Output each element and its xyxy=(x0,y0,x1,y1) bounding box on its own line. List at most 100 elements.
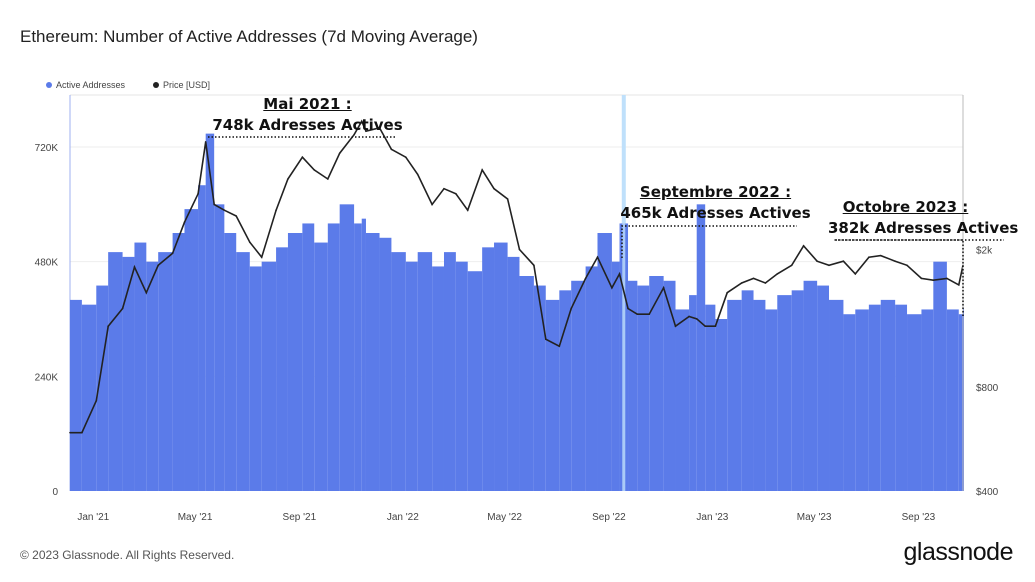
price-point xyxy=(790,264,793,267)
legend-label: Price [USD] xyxy=(163,80,211,90)
price-point xyxy=(584,277,587,280)
price-point xyxy=(704,325,706,327)
active-addresses-bar xyxy=(314,242,328,491)
price-point xyxy=(894,260,896,263)
price-point xyxy=(854,273,857,275)
price-point xyxy=(455,192,457,195)
active-addresses-bar xyxy=(443,252,456,491)
price-point xyxy=(365,130,367,133)
price-point xyxy=(171,252,174,255)
price-point xyxy=(764,282,767,284)
x-tick-label: May '21 xyxy=(178,512,213,523)
active-addresses-bar xyxy=(108,252,123,491)
annotation-leader xyxy=(834,239,1004,316)
price-point xyxy=(957,284,960,286)
y-left-tick-label: 240K xyxy=(35,372,59,383)
annotation-title: Mai 2021 : xyxy=(263,95,352,113)
price-point xyxy=(558,345,561,347)
active-addresses-bar xyxy=(405,261,418,491)
active-addresses-bar xyxy=(134,242,147,491)
active-addresses-bar xyxy=(276,247,288,491)
annotation-value: 465k Adresses Actives xyxy=(620,204,811,222)
x-tick-label: Jan '23 xyxy=(696,512,728,523)
annotation-sep-2022: Septembre 2022 : 465k Adresses Actives xyxy=(618,183,813,222)
x-tick-label: Jan '21 xyxy=(77,512,109,523)
price-point xyxy=(353,133,355,136)
price-point xyxy=(636,313,639,315)
active-addresses-bar xyxy=(907,314,922,491)
price-point xyxy=(618,273,621,275)
active-addresses-bar xyxy=(198,185,206,491)
price-point xyxy=(570,307,572,310)
active-addresses-bar xyxy=(455,261,468,491)
x-tick-label: May '23 xyxy=(797,512,832,523)
chart-title: Ethereum: Number of Active Addresses (7d… xyxy=(20,27,478,46)
active-addresses-bar xyxy=(482,247,495,491)
price-point xyxy=(662,286,665,289)
copyright-footer: © 2023 Glassnode. All Rights Reserved. xyxy=(20,548,235,562)
annotation-title: Octobre 2023 : xyxy=(842,198,969,216)
annotation-title: Septembre 2022 : xyxy=(639,183,792,201)
price-point xyxy=(816,260,818,263)
active-addresses-bar xyxy=(663,280,676,491)
active-addresses-bar xyxy=(249,266,262,491)
active-addresses-bar xyxy=(559,290,572,491)
price-point xyxy=(378,127,381,129)
active-addresses-bar xyxy=(365,233,380,491)
price-point xyxy=(695,318,698,320)
legend-label: Active Addresses xyxy=(56,80,126,90)
price-point xyxy=(611,286,613,289)
x-tick-label: Sep '23 xyxy=(902,512,936,523)
price-point xyxy=(596,256,599,259)
price-point xyxy=(360,120,363,123)
annotation-may-2021: Mai 2021 : 748k Adresses Actives xyxy=(205,95,410,134)
annotation-value: 382k Adresses Actives xyxy=(828,219,1019,237)
price-point xyxy=(223,209,226,211)
active-addresses-bar xyxy=(946,309,959,491)
price-point xyxy=(157,264,159,267)
price-point xyxy=(197,192,199,195)
price-point xyxy=(248,241,251,243)
price-point xyxy=(802,245,805,247)
active-addresses-bar xyxy=(533,285,546,491)
price-point xyxy=(327,178,329,180)
active-addresses-bar xyxy=(432,266,444,491)
active-addresses-bar xyxy=(122,256,135,491)
price-point xyxy=(674,325,677,327)
y-left-tick-label: 720K xyxy=(35,143,59,154)
legend-dot-icon xyxy=(153,82,159,88)
price-point xyxy=(287,178,289,180)
active-addresses-bar xyxy=(214,204,225,492)
price-point xyxy=(506,198,509,200)
active-addresses-bar xyxy=(158,252,173,491)
active-addresses-bar xyxy=(843,314,856,491)
price-point xyxy=(275,209,277,211)
price-point xyxy=(133,266,136,268)
price-point xyxy=(740,282,743,284)
y-right-tick-label: $400 xyxy=(976,487,999,498)
legend-item-active-addresses[interactable]: Active Addresses xyxy=(46,80,125,90)
price-point xyxy=(726,291,729,294)
active-addresses-bar xyxy=(727,299,742,491)
active-addresses-bar xyxy=(753,299,766,491)
price-point xyxy=(235,215,238,217)
price-point xyxy=(260,256,263,259)
price-point xyxy=(714,325,717,327)
price-point xyxy=(828,264,830,267)
price-point xyxy=(842,260,845,263)
active-addresses-bar xyxy=(339,204,355,492)
price-point xyxy=(145,291,148,294)
legend-item-price[interactable]: Price [USD] xyxy=(153,80,210,90)
y-left-tick-label: 0 xyxy=(52,487,58,498)
active-addresses-bar xyxy=(205,133,215,491)
price-point xyxy=(204,141,207,143)
active-addresses-bar xyxy=(868,304,881,491)
active-addresses-bar xyxy=(637,285,650,491)
active-addresses-bar xyxy=(391,252,406,491)
price-point xyxy=(81,431,83,434)
annotation-leader xyxy=(621,225,797,258)
active-addresses-bar xyxy=(803,280,818,491)
price-point xyxy=(107,325,109,327)
price-point xyxy=(481,169,483,171)
active-addresses-bar xyxy=(689,295,697,491)
